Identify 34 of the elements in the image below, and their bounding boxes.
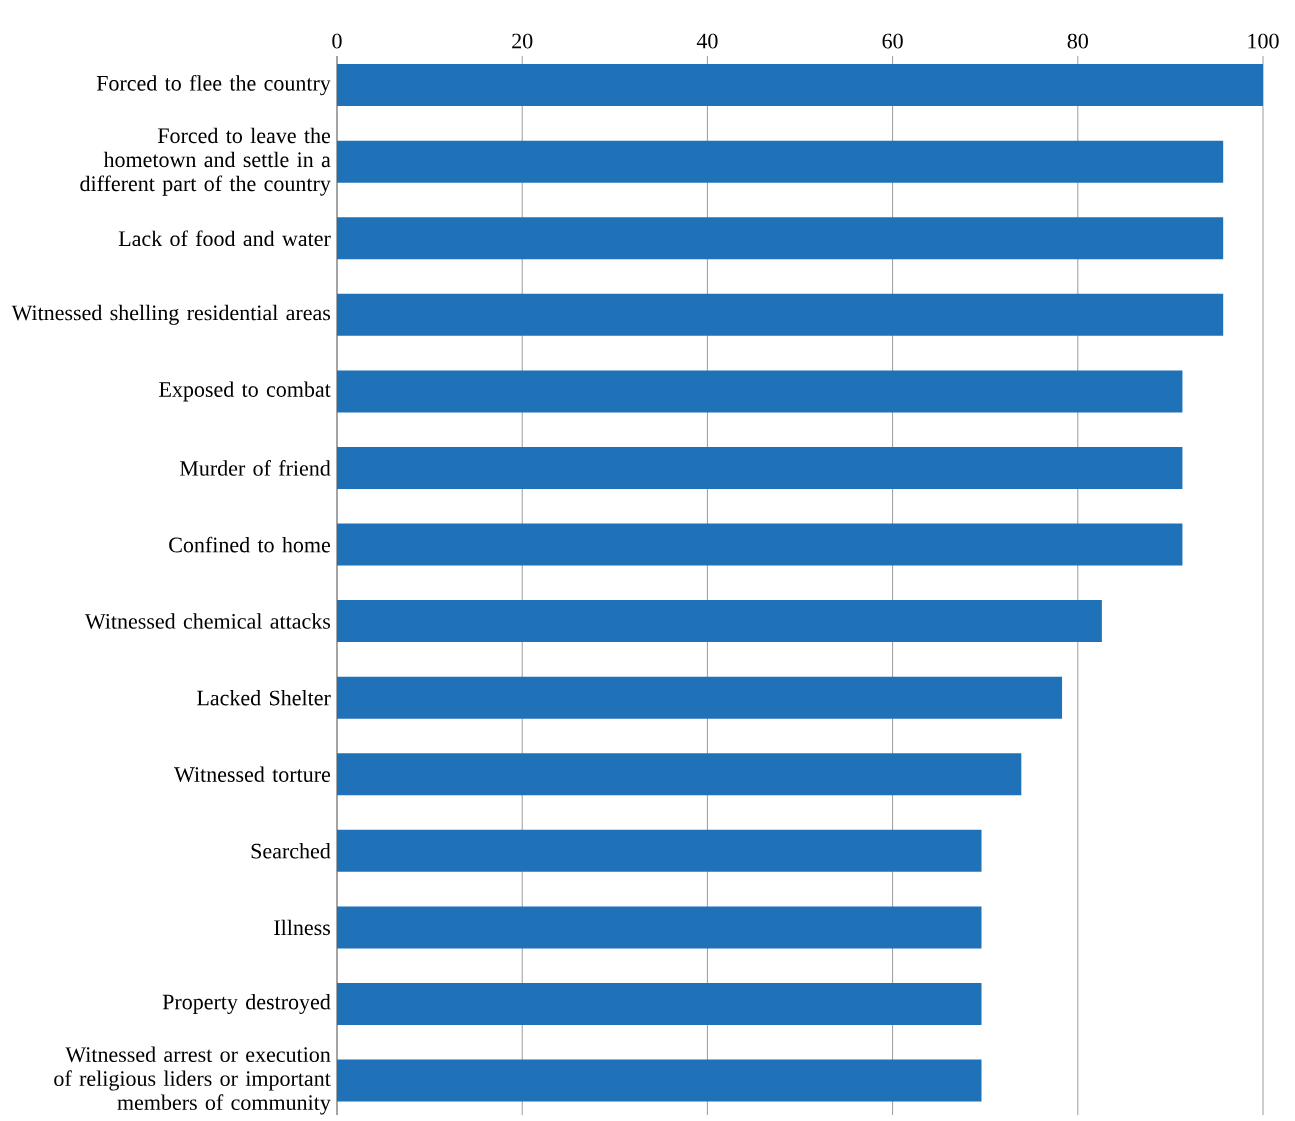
bar — [337, 753, 1022, 796]
bar — [337, 829, 982, 872]
y-tick-label: Forced to leave the hometown and settle in a different part of the country — [80, 127, 331, 196]
bar — [337, 140, 1224, 183]
bar — [337, 217, 1224, 260]
x-tick-label: 20 — [512, 33, 533, 49]
bar — [337, 982, 982, 1025]
x-tick-label: 40 — [696, 33, 718, 49]
bar — [337, 906, 982, 949]
x-tick-label: 80 — [1067, 33, 1088, 49]
y-tick-label: Witnessed torture — [174, 766, 331, 783]
y-tick-label: Illness — [274, 919, 331, 936]
bar — [337, 600, 1102, 643]
y-tick-label: Lack of food and water — [118, 230, 331, 247]
y-tick-label: Witnessed chemical attacks — [84, 613, 331, 629]
y-tick-label: Forced to flee the country — [96, 74, 331, 96]
y-tick-label: Searched — [251, 843, 331, 859]
x-tick-label: 100 — [1248, 33, 1279, 49]
y-tick-label: Murder of friend — [179, 460, 331, 476]
bar — [337, 523, 1183, 566]
bar — [337, 446, 1183, 489]
y-tick-label: Witnessed shelling residential areas — [11, 304, 331, 325]
y-tick-label: Witnessed arrest or execution of religious liders or important members of community — [54, 1046, 331, 1115]
bar — [337, 293, 1224, 336]
x-tick-label: 0 — [332, 33, 342, 49]
y-tick-label: Lacked Shelter — [197, 689, 331, 706]
bar — [337, 676, 1063, 719]
bar — [337, 64, 1263, 107]
bar — [337, 370, 1183, 413]
y-tick-label: Property destroyed — [162, 993, 331, 1014]
y-tick-label: Exposed to combat — [159, 381, 331, 402]
x-tick-label: 60 — [882, 33, 903, 49]
y-tick-label: Confined to home — [169, 536, 331, 553]
bar — [337, 1059, 982, 1102]
